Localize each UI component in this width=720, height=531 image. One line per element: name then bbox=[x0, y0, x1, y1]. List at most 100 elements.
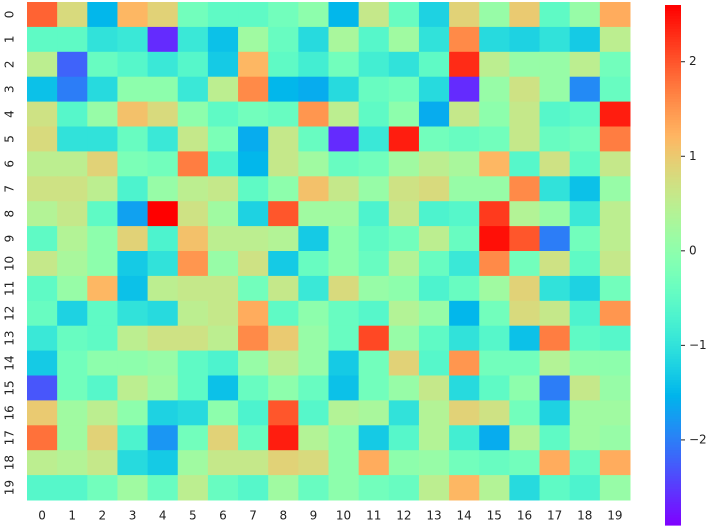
colorbar-segment bbox=[665, 153, 681, 157]
heatmap-cell bbox=[388, 226, 420, 252]
heatmap-cell bbox=[147, 176, 179, 202]
heatmap-cell bbox=[298, 450, 329, 476]
colorbar-segment bbox=[665, 265, 681, 269]
heatmap-cell bbox=[539, 350, 571, 376]
colorbar-segment bbox=[665, 415, 681, 419]
heatmap-cell bbox=[87, 300, 118, 327]
heatmap-cell bbox=[358, 201, 390, 227]
heatmap-cell bbox=[358, 425, 390, 451]
heatmap-cell bbox=[268, 26, 299, 53]
colorbar-segment bbox=[665, 379, 681, 383]
heatmap-cell bbox=[298, 76, 329, 103]
colorbar-segment bbox=[665, 101, 681, 105]
colorbar-segment bbox=[665, 480, 681, 484]
heatmap-cell bbox=[479, 201, 510, 227]
heatmap-cell bbox=[509, 425, 541, 451]
heatmap-cell bbox=[177, 76, 209, 103]
colorbar-segment bbox=[665, 449, 681, 453]
heatmap-cell bbox=[177, 251, 209, 277]
heatmap-cell bbox=[328, 51, 360, 78]
colorbar-segment bbox=[665, 90, 681, 94]
heatmap-cell bbox=[418, 350, 450, 376]
heatmap-cell bbox=[117, 101, 149, 127]
heatmap-cell bbox=[539, 2, 571, 28]
heatmap-cell bbox=[298, 300, 329, 327]
heatmap-cell bbox=[418, 2, 450, 28]
heatmap-cell bbox=[599, 26, 631, 53]
heatmap-cell bbox=[449, 51, 480, 78]
heatmap-cell bbox=[207, 400, 239, 426]
heatmap-cell bbox=[207, 300, 239, 327]
heatmap-cell bbox=[298, 475, 329, 501]
heatmap-cell bbox=[117, 475, 149, 501]
heatmap-cell bbox=[298, 275, 329, 302]
heatmap-cell bbox=[539, 126, 571, 152]
colorbar-segment bbox=[665, 31, 681, 35]
colorbar-segment bbox=[665, 259, 681, 263]
heatmap-cell bbox=[418, 226, 450, 252]
heatmap-cell bbox=[268, 226, 299, 252]
heatmap-cell bbox=[117, 375, 149, 401]
heatmap-cell bbox=[358, 275, 390, 302]
heatmap-cell bbox=[449, 226, 480, 252]
heatmap-cell bbox=[147, 51, 179, 78]
heatmap-cell bbox=[268, 400, 299, 426]
heatmap-cell bbox=[238, 325, 269, 352]
heatmap-cell bbox=[87, 475, 118, 501]
colorbar-segment bbox=[665, 5, 681, 9]
colorbar-segment bbox=[665, 44, 681, 48]
heatmap-cell bbox=[358, 51, 390, 78]
colorbar-segment bbox=[665, 337, 681, 341]
colorbar-segment bbox=[665, 28, 681, 32]
colorbar-segment bbox=[665, 436, 681, 440]
heatmap-cell bbox=[147, 350, 179, 376]
colorbar-segment bbox=[665, 135, 681, 139]
colorbar-segment bbox=[665, 205, 681, 209]
heatmap-cell bbox=[358, 151, 390, 177]
heatmap-cell bbox=[57, 26, 88, 53]
heatmap-cell bbox=[57, 475, 88, 501]
heatmap-cell bbox=[569, 76, 601, 103]
heatmap-cell bbox=[418, 475, 450, 501]
heatmap-cell bbox=[328, 226, 360, 252]
heatmap-cell bbox=[238, 226, 269, 252]
heatmap-cell bbox=[328, 101, 360, 127]
heatmap-cell bbox=[238, 176, 269, 202]
heatmap-cell bbox=[328, 176, 360, 202]
heatmap-cell bbox=[388, 450, 420, 476]
colorbar-segment bbox=[665, 7, 681, 11]
heatmap-cell bbox=[27, 475, 58, 501]
colorbar-segment bbox=[665, 389, 681, 393]
colorbar-segment bbox=[665, 12, 681, 16]
heatmap-cell bbox=[479, 226, 510, 252]
heatmap-cell bbox=[207, 26, 239, 53]
heatmap-cell bbox=[27, 51, 58, 78]
heatmap-cell bbox=[298, 201, 329, 227]
heatmap-cell bbox=[449, 325, 480, 352]
heatmap-cell bbox=[388, 425, 420, 451]
heatmap-cell bbox=[117, 251, 149, 277]
colorbar-segment bbox=[665, 171, 681, 175]
heatmap-cell bbox=[449, 176, 480, 202]
heatmap-cell bbox=[117, 126, 149, 152]
heatmap-cell bbox=[27, 26, 58, 53]
heatmap-cell bbox=[177, 325, 209, 352]
heatmap-cell bbox=[268, 101, 299, 127]
colorbar-tick-label: 2 bbox=[689, 54, 697, 68]
heatmap-cell bbox=[449, 201, 480, 227]
heatmap-cell bbox=[207, 151, 239, 177]
colorbar-segment bbox=[665, 306, 681, 310]
y-tick-label: 15 bbox=[3, 380, 17, 395]
heatmap-cell bbox=[569, 251, 601, 277]
colorbar-segment bbox=[665, 462, 681, 466]
heatmap-cell bbox=[298, 26, 329, 53]
colorbar-segment bbox=[665, 127, 681, 131]
heatmap-cell bbox=[509, 226, 541, 252]
x-tick-label: 9 bbox=[310, 509, 318, 523]
colorbar-segment bbox=[665, 252, 681, 256]
colorbar-segment bbox=[665, 176, 681, 180]
colorbar-segment bbox=[665, 155, 681, 159]
heatmap-cell bbox=[599, 400, 631, 426]
colorbar-segment bbox=[665, 457, 681, 461]
colorbar-segment bbox=[665, 83, 681, 87]
